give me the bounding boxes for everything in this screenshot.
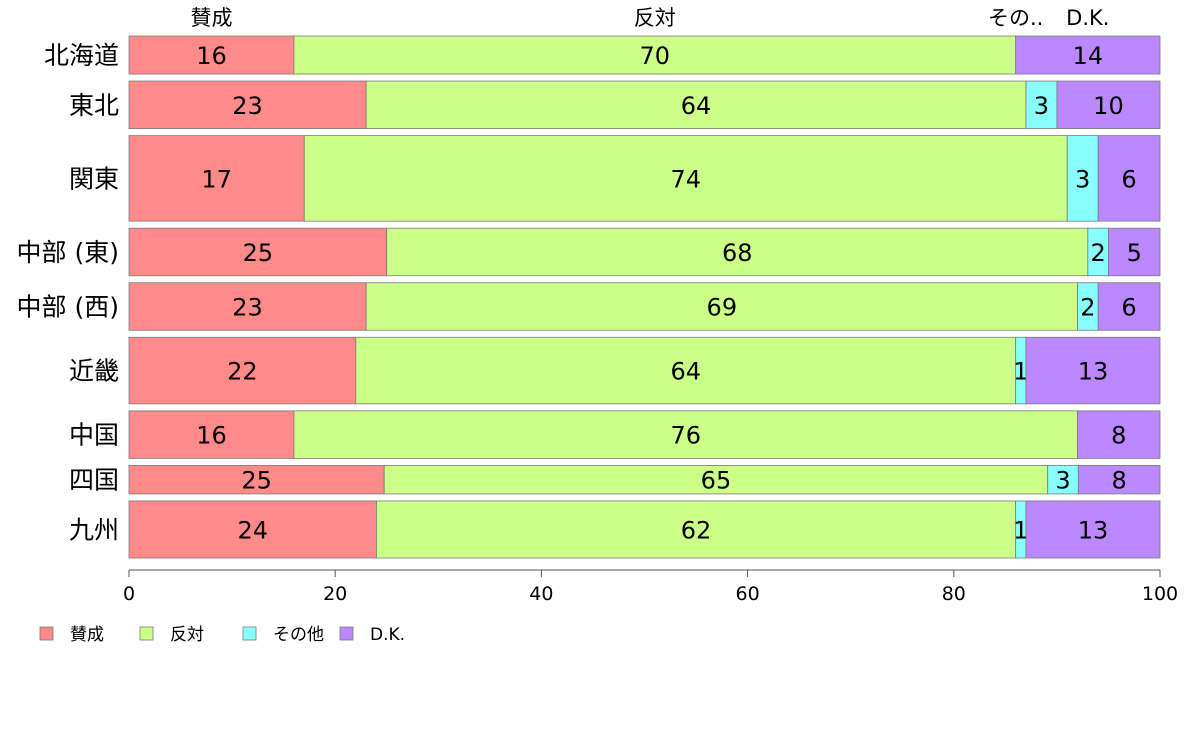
bar-segment bbox=[293, 410, 1078, 459]
bar-segment bbox=[365, 80, 1027, 129]
category-label: 中部 (東) bbox=[17, 238, 119, 267]
bar-value-label: 23 bbox=[232, 92, 263, 120]
bar-segment bbox=[1025, 336, 1161, 405]
bar-segment bbox=[128, 465, 385, 495]
bar-value-label: 1 bbox=[1013, 516, 1028, 544]
bar-segment bbox=[293, 35, 1017, 75]
x-tick-label: 40 bbox=[529, 583, 553, 605]
bar-value-label: 23 bbox=[232, 294, 263, 322]
bar-segment bbox=[376, 500, 1017, 559]
bar-segment bbox=[128, 227, 388, 277]
bar-value-label: 10 bbox=[1093, 92, 1124, 120]
bar-segment bbox=[128, 80, 367, 129]
legend-label: D.K. bbox=[370, 625, 405, 645]
bar-value-label: 13 bbox=[1078, 358, 1109, 386]
bar-value-label: 3 bbox=[1055, 467, 1070, 495]
category-label: 近畿 bbox=[69, 357, 119, 386]
bar-segment bbox=[128, 35, 295, 75]
bar-segment bbox=[355, 336, 1017, 405]
x-tick-label: 100 bbox=[1142, 583, 1178, 605]
category-label: 中部 (西) bbox=[17, 293, 119, 322]
bar-segment bbox=[303, 135, 1068, 222]
bar-value-label: 64 bbox=[681, 92, 712, 120]
bar-segment bbox=[1077, 410, 1161, 459]
category-label: 北海道 bbox=[44, 41, 119, 70]
category-label: 九州 bbox=[69, 515, 119, 544]
series-top-label: その.. bbox=[988, 6, 1043, 30]
bar-segment bbox=[128, 282, 367, 331]
legend-label: その他 bbox=[273, 625, 324, 645]
bar-segment bbox=[365, 282, 1078, 331]
series-top-label: 反対 bbox=[634, 6, 676, 30]
legend-swatch bbox=[242, 626, 257, 641]
legend-swatch bbox=[39, 626, 54, 641]
category-label: 関東 bbox=[69, 164, 119, 193]
bar-value-label: 2 bbox=[1080, 294, 1095, 322]
bar-segment bbox=[128, 135, 305, 222]
bar-segment bbox=[1097, 135, 1161, 222]
bar-segment bbox=[1066, 135, 1099, 222]
x-tick-label: 0 bbox=[123, 583, 135, 605]
bar-segment bbox=[1047, 465, 1079, 495]
bar-value-label: 62 bbox=[681, 516, 712, 544]
bar-segment bbox=[1025, 80, 1058, 129]
legend-label: 賛成 bbox=[70, 625, 104, 645]
series-top-labels: 賛成 反対 その.. D.K. bbox=[190, 6, 1109, 30]
bar-value-label: 16 bbox=[196, 42, 227, 70]
bar-value-label: 70 bbox=[640, 42, 671, 70]
bar-segment bbox=[1015, 35, 1161, 75]
bar-segment bbox=[1025, 500, 1161, 559]
category-label: 中国 bbox=[69, 421, 119, 450]
bar-value-label: 13 bbox=[1078, 516, 1109, 544]
bar-value-label: 22 bbox=[227, 358, 258, 386]
bar-value-label: 76 bbox=[670, 422, 701, 450]
bar-segment bbox=[1077, 465, 1161, 495]
bar-value-label: 6 bbox=[1121, 165, 1136, 193]
legend-label: 反対 bbox=[170, 625, 204, 645]
bar-value-label: 65 bbox=[701, 467, 732, 495]
bar-value-label: 3 bbox=[1034, 92, 1049, 120]
series-top-label: D.K. bbox=[1066, 6, 1109, 30]
x-axis: 0 20 40 60 80 100 bbox=[123, 569, 1178, 605]
legend-swatch bbox=[339, 626, 354, 641]
bar-value-label: 17 bbox=[201, 165, 232, 193]
x-tick-label: 60 bbox=[736, 583, 760, 605]
bar-value-label: 25 bbox=[243, 239, 274, 267]
category-label: 四国 bbox=[69, 466, 119, 495]
bar-value-label: 8 bbox=[1112, 467, 1127, 495]
category-label: 東北 bbox=[69, 91, 119, 120]
bar-value-label: 2 bbox=[1090, 239, 1105, 267]
legend: 賛成 反対 その他 D.K. bbox=[39, 625, 405, 645]
bar-value-label: 1 bbox=[1013, 358, 1028, 386]
bar-segment bbox=[128, 410, 295, 459]
bar-value-label: 25 bbox=[241, 467, 272, 495]
series-top-label: 賛成 bbox=[190, 6, 232, 30]
bar-segment bbox=[386, 227, 1089, 277]
bar-value-label: 68 bbox=[722, 239, 753, 267]
bar-value-label: 5 bbox=[1127, 239, 1142, 267]
bar-segment bbox=[383, 465, 1049, 495]
x-tick-label: 80 bbox=[942, 583, 966, 605]
bar-value-label: 14 bbox=[1073, 42, 1104, 70]
bar-segment bbox=[128, 500, 377, 559]
bar-segment bbox=[1097, 282, 1161, 331]
legend-swatch bbox=[139, 626, 154, 641]
bar-value-label: 69 bbox=[707, 294, 738, 322]
bar-segment bbox=[128, 336, 357, 405]
bar-segment bbox=[1108, 227, 1161, 277]
bar-value-label: 16 bbox=[196, 422, 227, 450]
bar-value-label: 74 bbox=[670, 165, 701, 193]
x-tick-label: 20 bbox=[323, 583, 347, 605]
bar-segment bbox=[1056, 80, 1161, 129]
bar-value-label: 3 bbox=[1075, 165, 1090, 193]
bar-value-label: 6 bbox=[1121, 294, 1136, 322]
bar-value-label: 64 bbox=[670, 358, 701, 386]
bar-value-label: 8 bbox=[1111, 422, 1126, 450]
bar-value-label: 24 bbox=[237, 516, 268, 544]
